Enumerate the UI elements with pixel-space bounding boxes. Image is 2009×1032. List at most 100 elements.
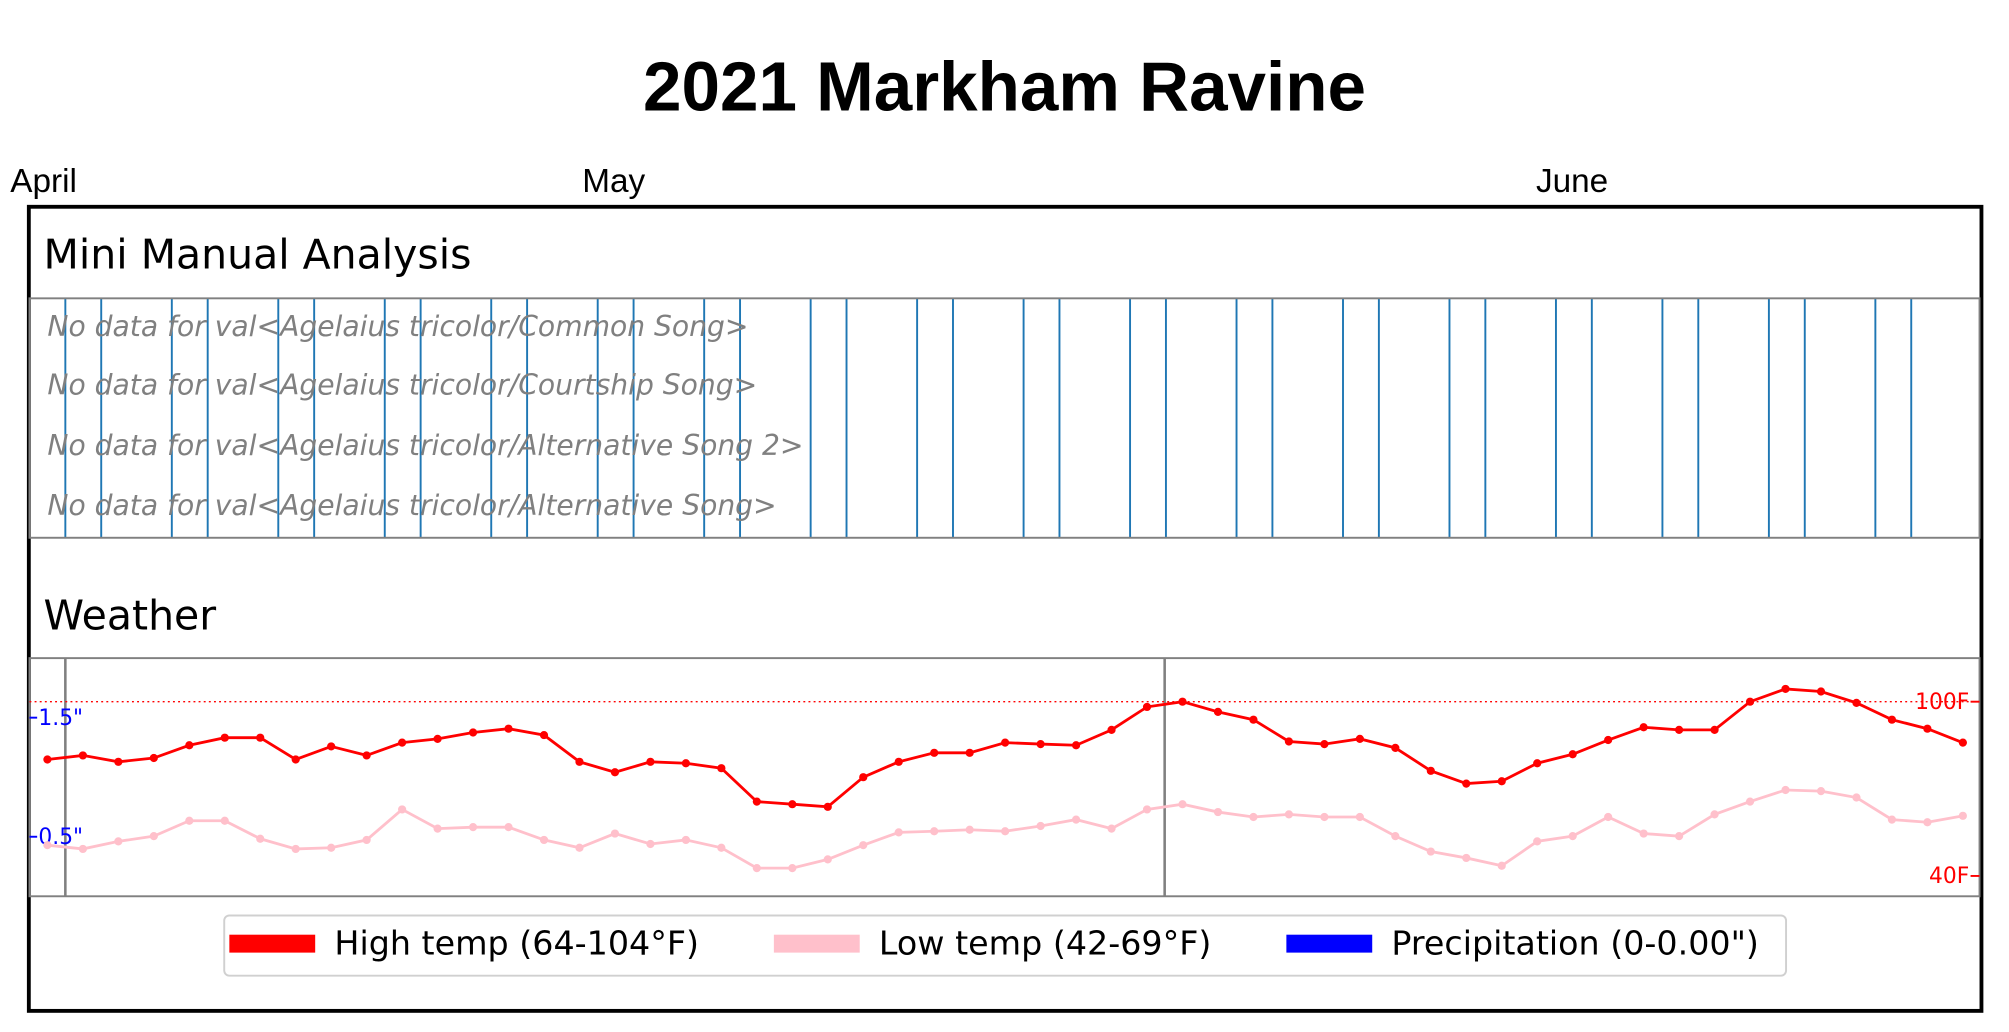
temp-point: [717, 764, 726, 773]
temp-point: [1178, 697, 1187, 706]
panel-title: Mini Manual Analysis: [44, 230, 472, 278]
temp-point: [575, 757, 584, 766]
temp-point: [859, 841, 868, 850]
temp-point: [681, 835, 690, 845]
temp-point: [717, 843, 726, 852]
temp-point: [433, 734, 442, 743]
frame: [26, 204, 1984, 1013]
temp-point: [1781, 684, 1790, 694]
temp-point: [1745, 697, 1755, 706]
temp-point: [1036, 821, 1045, 831]
temp-point: [1533, 759, 1542, 768]
temp-point: [1816, 687, 1826, 696]
temp-point: [362, 751, 371, 760]
temp-point: [1001, 827, 1010, 836]
temp-point: [1710, 810, 1719, 819]
temp-point: [1391, 743, 1400, 752]
legend-swatch: [229, 934, 316, 953]
temp-point: [1497, 777, 1506, 786]
temp-point: [646, 757, 655, 766]
temp-point: [149, 832, 158, 841]
temp-point: [504, 823, 513, 832]
temp-point: [1213, 807, 1223, 817]
temp-point: [291, 844, 300, 854]
temp-point: [1071, 741, 1081, 750]
temp-point: [1107, 824, 1116, 833]
temp-point: [220, 816, 229, 825]
temp-point: [1249, 715, 1258, 724]
temp-point: [433, 824, 442, 833]
month-label: April: [10, 163, 77, 200]
panel-title: Weather: [44, 591, 217, 639]
temp-point: [681, 759, 690, 768]
temp-point: [1355, 812, 1364, 822]
temp-point: [1604, 735, 1613, 745]
temp-point: [468, 728, 478, 737]
temp-point: [894, 828, 903, 837]
temp-point: [1320, 739, 1329, 749]
temp-point: [43, 841, 52, 850]
temp-point: [398, 738, 407, 747]
temp-point: [1958, 811, 1967, 820]
legend: [223, 914, 1788, 977]
temp-point: [965, 825, 974, 834]
temp-point: [1249, 812, 1258, 822]
no-data-text: No data for val<Agelaius tricolor/Courts…: [47, 369, 757, 402]
temp-point: [752, 797, 761, 806]
legend-label: Low temp (42-69°F): [879, 923, 1212, 962]
temp-point: [1958, 738, 1967, 747]
temp-point: [1710, 725, 1719, 734]
temp-point: [539, 730, 549, 740]
temp-point: [1142, 805, 1152, 814]
temp-point: [1462, 853, 1471, 863]
temp-point: [965, 748, 974, 757]
no-data-text: No data for val<Agelaius tricolor/Altern…: [47, 429, 803, 462]
temp-point: [1107, 725, 1116, 734]
temp-point: [823, 855, 832, 864]
temp-point: [291, 755, 300, 764]
legend-swatch: [773, 934, 860, 953]
temp-point: [1675, 725, 1684, 734]
temp-point: [1284, 810, 1294, 819]
temp-point: [575, 843, 584, 852]
temp-point: [1568, 832, 1577, 841]
temp-point: [1001, 738, 1010, 747]
temp-point: [788, 800, 797, 809]
temp-point: [1142, 702, 1152, 712]
temp-point: [859, 773, 868, 782]
temp-point: [610, 768, 620, 777]
temp-point: [1923, 724, 1932, 733]
temp-point: [1675, 832, 1684, 841]
temp-point: [504, 724, 513, 733]
temp-point: [1178, 800, 1187, 809]
weather-panel: [28, 657, 1981, 898]
y-tick-label: 100F: [1915, 690, 1969, 715]
temp-point: [610, 829, 620, 838]
temp-point: [930, 748, 939, 757]
temp-point: [1284, 737, 1294, 746]
month-label: June: [1536, 163, 1608, 200]
temp-point: [256, 834, 265, 843]
temp-point: [43, 755, 52, 764]
temp-point: [185, 741, 194, 750]
temp-point: [1604, 812, 1613, 822]
analysis-panel: [28, 297, 1981, 539]
temp-point: [362, 835, 371, 845]
temp-point: [823, 802, 832, 811]
temp-point: [1462, 779, 1471, 788]
temp-point: [1781, 785, 1790, 795]
month-label: May: [582, 163, 645, 200]
legend-label: Precipitation (0-0.00"): [1391, 923, 1758, 962]
temp-point: [185, 816, 194, 825]
temp-point: [1852, 698, 1861, 707]
temp-point: [788, 864, 797, 873]
temp-point: [1071, 815, 1081, 824]
temp-point: [1391, 832, 1400, 841]
temp-point: [1568, 750, 1577, 759]
temp-point: [894, 757, 903, 766]
temp-point: [1036, 739, 1045, 749]
temp-point: [1852, 793, 1861, 802]
temp-point: [1497, 861, 1506, 870]
temp-point: [327, 742, 336, 751]
